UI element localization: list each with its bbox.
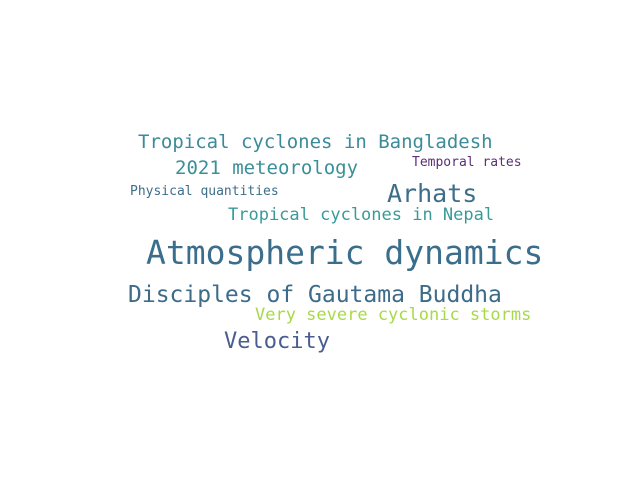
- word-tropical-cyclones-in-nepal: Tropical cyclones in Nepal: [228, 205, 495, 225]
- word-velocity: Velocity: [224, 329, 330, 354]
- word-tropical-cyclones-in-bangladesh: Tropical cyclones in Bangladesh: [138, 131, 493, 153]
- word-physical-quantities: Physical quantities: [130, 184, 279, 199]
- word-atmospheric-dynamics: Atmospheric dynamics: [146, 233, 544, 272]
- word-arhats: Arhats: [387, 179, 478, 208]
- word-disciples-of-gautama-buddha: Disciples of Gautama Buddha: [128, 282, 502, 308]
- word-2021-meteorology: 2021 meteorology: [175, 157, 359, 179]
- word-temporal-rates: Temporal rates: [412, 155, 522, 170]
- word-very-severe-cyclonic-storms: Very severe cyclonic storms: [255, 305, 532, 325]
